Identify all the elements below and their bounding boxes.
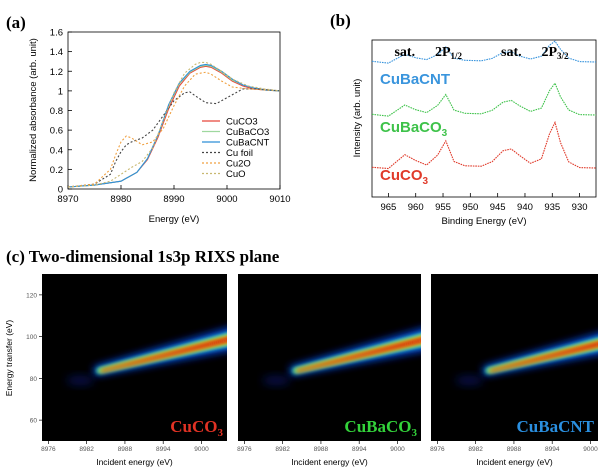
xanes-y-tick-label: 1 xyxy=(58,86,63,97)
xanes-chart: 0 0.2 0.4 0.6 0.8 1 1.2 1.4 1.6 8970 8980 8990 9000… xyxy=(28,28,291,226)
xps-peak-annotation: sat. xyxy=(501,45,522,60)
xanes-y-tick-label: 0.4 xyxy=(50,145,63,156)
xps-peak-annotation: 2P1/2 xyxy=(435,45,463,61)
xanes-legend-label: CuCO3 xyxy=(226,117,258,128)
xps-series-labels: CuBaCNT CuBaCO3 CuCO3 xyxy=(380,71,450,187)
xanes-y-tick-label: 0 xyxy=(58,185,63,196)
xanes-y-axis-label: Normalized absorbance (arb. unit) xyxy=(28,38,39,182)
rixs-x-tick-label: 8982 xyxy=(468,446,483,453)
rixs-tail xyxy=(66,375,95,386)
xanes-legend-label: Cu foil xyxy=(226,148,253,159)
rixs-x-tick-label: 8976 xyxy=(237,446,252,453)
xanes-series-cubacnt xyxy=(68,63,280,188)
xps-x-tick-label: 940 xyxy=(517,202,533,213)
xanes-x-tick-label: 9000 xyxy=(216,194,237,205)
rixs-x-axis-label: Incident energy (eV) xyxy=(291,457,368,467)
rixs-x-tick-label: 9000 xyxy=(390,446,405,453)
xps-series-cuco3 xyxy=(372,120,596,170)
rixs-panel-cubaco3: 8976 8982 8988 8994 9000 CuBaCO3 xyxy=(237,274,421,453)
rixs-sample-label: CuBaCNT xyxy=(517,417,595,436)
xanes-series-lines xyxy=(68,61,280,188)
xanes-series-cu2o xyxy=(68,71,280,188)
rixs-tail xyxy=(262,375,291,386)
rixs-intensity-band xyxy=(490,342,598,372)
rixs-x-tick-label: 8976 xyxy=(430,446,445,453)
xanes-x-ticks: 8970 8980 8990 9000 9010 xyxy=(57,185,291,205)
rixs-y-tick-label: 80 xyxy=(30,376,38,383)
xanes-x-tick-label: 8980 xyxy=(110,194,131,205)
xanes-legend-label: CuBaCNT xyxy=(226,138,269,149)
rixs-y-axis-label: Energy transfer (eV) xyxy=(4,320,14,397)
xps-x-tick-label: 945 xyxy=(490,202,506,213)
xps-series-cubacnt xyxy=(372,40,596,64)
rixs-x-tick-label: 9000 xyxy=(583,446,598,453)
xps-chart: 965 960 955 950 945 940 935 930 CuBaCNTCuBaCO3C… xyxy=(352,39,597,227)
xps-series-label: CuBaCO3 xyxy=(380,119,448,139)
rixs-x-tick-label: 8982 xyxy=(79,446,94,453)
rixs-sample-label: CuBaCO3 xyxy=(344,417,417,439)
xanes-x-tick-label: 8970 xyxy=(57,194,78,205)
rixs-sample-label: CuCO3 xyxy=(170,417,223,439)
xanes-y-tick-label: 1.6 xyxy=(50,28,63,39)
xps-series-label: CuBaCNT xyxy=(380,71,450,88)
xps-x-tick-label: 935 xyxy=(544,202,560,213)
rixs-x-tick-label: 8994 xyxy=(352,446,367,453)
xps-y-axis-label: Intensity (arb. unit) xyxy=(352,79,363,158)
rixs-intensity-band xyxy=(297,338,421,372)
xps-x-tick-label: 960 xyxy=(408,202,424,213)
rixs-x-tick-label: 8976 xyxy=(41,446,56,453)
rixs-panel-cuco3: 8976 8982 8988 8994 9000 CuCO3 xyxy=(41,274,227,453)
rixs-x-tick-label: 8982 xyxy=(275,446,290,453)
rixs-x-tick-label: 8988 xyxy=(118,446,133,453)
xanes-legend-label: CuO xyxy=(226,169,246,180)
xps-peak-annotation: sat. xyxy=(394,45,415,60)
xps-series-cubaco3 xyxy=(372,82,596,117)
xanes-x-tick-label: 9010 xyxy=(269,194,290,205)
xps-x-ticks: 965 960 955 950 945 940 935 930 xyxy=(380,193,588,213)
rixs-x-tick-label: 9000 xyxy=(194,446,209,453)
panel-label-a: (a) xyxy=(6,13,26,32)
xanes-y-tick-label: 0.6 xyxy=(50,126,63,137)
xanes-y-tick-label: 0.2 xyxy=(50,165,63,176)
xanes-x-tick-label: 8990 xyxy=(163,194,184,205)
xps-x-tick-label: 930 xyxy=(572,202,588,213)
xps-x-tick-label: 950 xyxy=(462,202,478,213)
xanes-x-axis-label: Energy (eV) xyxy=(149,214,200,225)
xps-x-tick-label: 965 xyxy=(380,202,396,213)
panel-label-c: (c) Two-dimensional 1s3p RIXS plane xyxy=(6,247,280,266)
xps-x-axis-label: Binding Energy (eV) xyxy=(441,216,526,227)
rixs-x-axis-label: Incident energy (eV) xyxy=(476,457,553,467)
xanes-y-ticks: 0 0.2 0.4 0.6 0.8 1 1.2 1.4 1.6 xyxy=(50,28,72,196)
xanes-y-tick-label: 1.2 xyxy=(50,67,63,78)
xps-peak-annotations: sat. 2P1/2 sat. 2P3/2 xyxy=(394,45,569,61)
xanes-legend-label: Cu2O xyxy=(226,159,251,170)
xps-x-tick-label: 955 xyxy=(435,202,451,213)
rixs-x-tick-label: 8988 xyxy=(314,446,329,453)
xps-series-label: CuCO3 xyxy=(380,167,429,187)
xanes-y-tick-label: 0.8 xyxy=(50,106,63,117)
rixs-y-tick-label: 100 xyxy=(26,334,37,341)
rixs-heatmaps: 8976 8982 8988 8994 9000 CuCO3 8976 8982 8988 899… xyxy=(4,274,598,467)
xanes-legend-label: CuBaCO3 xyxy=(226,127,269,138)
xps-peak-annotation: 2P3/2 xyxy=(541,45,569,61)
rixs-panel-cubacnt: 8976 8982 8988 8994 9000 CuBaCNT xyxy=(430,274,598,453)
rixs-intensity-band xyxy=(101,338,227,372)
xanes-y-tick-label: 1.4 xyxy=(50,47,63,58)
xps-series-lines xyxy=(372,40,596,170)
xps-plot-frame xyxy=(371,39,597,198)
rixs-x-tick-label: 8994 xyxy=(545,446,560,453)
rixs-tail xyxy=(455,375,484,386)
rixs-y-tick-label: 60 xyxy=(30,418,38,425)
rixs-x-tick-label: 8994 xyxy=(156,446,171,453)
rixs-y-tick-label: 120 xyxy=(26,292,37,299)
panel-label-b: (b) xyxy=(330,11,351,30)
rixs-y-ticks: 60 80 100 120 xyxy=(26,292,42,425)
rixs-x-axis-label: Incident energy (eV) xyxy=(96,457,173,467)
rixs-x-tick-label: 8988 xyxy=(507,446,522,453)
